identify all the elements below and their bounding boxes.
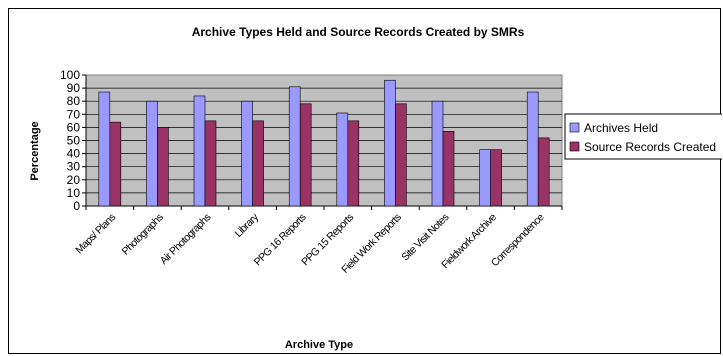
bar-source-records [395, 103, 407, 207]
legend-swatch [569, 141, 580, 152]
bar-archives-held [146, 100, 158, 207]
y-tick-label: 90 [67, 81, 81, 95]
y-tick-label: 60 [67, 120, 81, 134]
x-tick-label: Site Visit Notes [399, 211, 451, 263]
chart-svg: Archive Types Held and Source Records Cr… [29, 25, 722, 351]
legend-label: Source Records Created [584, 140, 716, 154]
y-tick-label: 100 [60, 68, 80, 82]
y-tick-label: 0 [73, 199, 80, 213]
bar-archives-held [384, 79, 396, 207]
bar-archives-held [431, 100, 444, 207]
bar-archives-held [288, 86, 301, 207]
bar-source-records [109, 121, 122, 207]
bar-archives-held [193, 95, 206, 207]
y-tick-label: 40 [67, 147, 81, 161]
bar-archives-held [241, 100, 253, 207]
bar-source-records [347, 120, 360, 207]
bar-source-records [490, 149, 502, 207]
x-axis-label: Archive Type [285, 339, 353, 351]
x-tick-label: Air Photographs [158, 211, 214, 267]
bar-source-records [537, 137, 550, 207]
x-tick-label: Maps/ Plans [73, 211, 118, 256]
bar-archives-held [526, 91, 539, 207]
legend-swatch [569, 122, 580, 133]
y-tick-label: 10 [67, 186, 81, 200]
x-tick-label: Library [233, 211, 262, 240]
legend-label: Archives Held [584, 121, 658, 135]
bar-source-records [299, 103, 312, 207]
bar-source-records [252, 120, 264, 207]
bar-archives-held [479, 149, 491, 207]
chart-title: Archive Types Held and Source Records Cr… [192, 25, 525, 39]
legend: Archives Held Source Records Created [564, 113, 722, 160]
chart-frame: Archive Types Held and Source Records Cr… [8, 8, 722, 354]
y-tick-label: 80 [67, 94, 81, 108]
bar-source-records [204, 120, 217, 207]
y-tick-label: 20 [67, 173, 81, 187]
bar-source-records [442, 131, 455, 207]
bar-source-records [157, 127, 169, 207]
legend-box [564, 113, 722, 160]
bar-archives-held [336, 112, 349, 207]
y-tick-label: 30 [67, 160, 81, 174]
x-tick-label: Photographs [120, 211, 166, 257]
y-axis-label: Percentage [29, 121, 41, 180]
bar-archives-held [98, 91, 111, 207]
y-tick-label: 70 [67, 107, 81, 121]
y-tick-label: 50 [67, 134, 81, 148]
